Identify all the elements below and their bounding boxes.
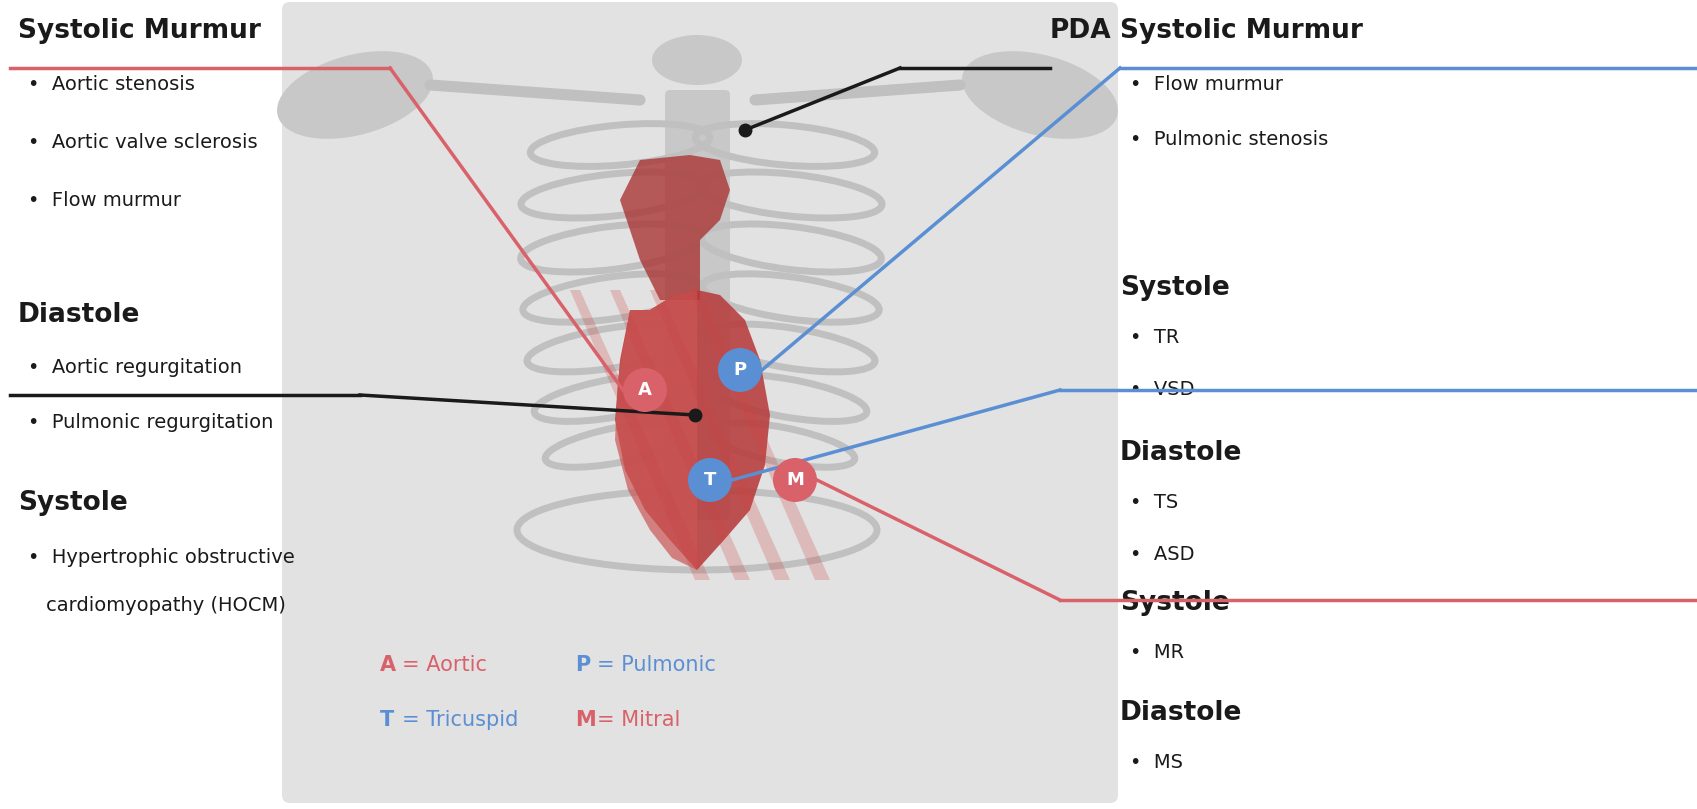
Ellipse shape <box>277 51 433 139</box>
Text: •  Aortic stenosis: • Aortic stenosis <box>27 75 195 94</box>
Ellipse shape <box>962 51 1118 139</box>
Text: •  ASD: • ASD <box>1130 545 1195 564</box>
Text: A: A <box>380 655 395 675</box>
Text: •  Flow murmur: • Flow murmur <box>27 191 182 210</box>
Text: = Mitral: = Mitral <box>597 710 680 730</box>
Text: •  MR: • MR <box>1130 643 1185 662</box>
Text: Systole: Systole <box>19 490 127 516</box>
Text: •  Pulmonic stenosis: • Pulmonic stenosis <box>1130 130 1329 149</box>
Text: Systole: Systole <box>1120 275 1230 301</box>
Text: M: M <box>786 471 804 489</box>
Polygon shape <box>570 290 709 580</box>
Text: •  VSD: • VSD <box>1130 380 1195 399</box>
Ellipse shape <box>652 35 742 85</box>
Circle shape <box>718 348 762 392</box>
Text: P: P <box>575 655 591 675</box>
Text: •  Flow murmur: • Flow murmur <box>1130 75 1283 94</box>
Circle shape <box>623 368 667 412</box>
Text: = Aortic: = Aortic <box>402 655 487 675</box>
FancyBboxPatch shape <box>665 90 730 520</box>
Text: Systolic Murmur: Systolic Murmur <box>19 18 261 44</box>
Circle shape <box>687 458 731 502</box>
Text: •  TR: • TR <box>1130 328 1179 347</box>
Text: = Tricuspid: = Tricuspid <box>402 710 518 730</box>
Polygon shape <box>614 290 697 570</box>
Text: Diastole: Diastole <box>19 302 141 328</box>
Text: = Pulmonic: = Pulmonic <box>597 655 716 675</box>
Text: P: P <box>733 361 747 379</box>
Text: T: T <box>380 710 394 730</box>
Circle shape <box>774 458 816 502</box>
Text: T: T <box>704 471 716 489</box>
Text: Systolic Murmur: Systolic Murmur <box>1120 18 1363 44</box>
Polygon shape <box>614 290 770 570</box>
Text: PDA: PDA <box>1050 18 1112 44</box>
Polygon shape <box>609 290 750 580</box>
Text: Diastole: Diastole <box>1120 440 1242 466</box>
Text: Diastole: Diastole <box>1120 700 1242 726</box>
Text: •  Hypertrophic obstructive: • Hypertrophic obstructive <box>27 548 295 567</box>
Text: •  Pulmonic regurgitation: • Pulmonic regurgitation <box>27 413 273 432</box>
Text: •  TS: • TS <box>1130 493 1178 512</box>
Polygon shape <box>619 155 730 300</box>
Text: M: M <box>575 710 596 730</box>
Text: •  MS: • MS <box>1130 753 1183 772</box>
Polygon shape <box>650 290 791 580</box>
Text: cardiomyopathy (HOCM): cardiomyopathy (HOCM) <box>46 596 285 615</box>
Text: A: A <box>638 381 652 399</box>
FancyBboxPatch shape <box>282 2 1118 803</box>
Polygon shape <box>691 290 830 580</box>
Text: Systole: Systole <box>1120 590 1230 616</box>
Text: •  Aortic regurgitation: • Aortic regurgitation <box>27 358 243 377</box>
Text: •  Aortic valve sclerosis: • Aortic valve sclerosis <box>27 133 258 152</box>
